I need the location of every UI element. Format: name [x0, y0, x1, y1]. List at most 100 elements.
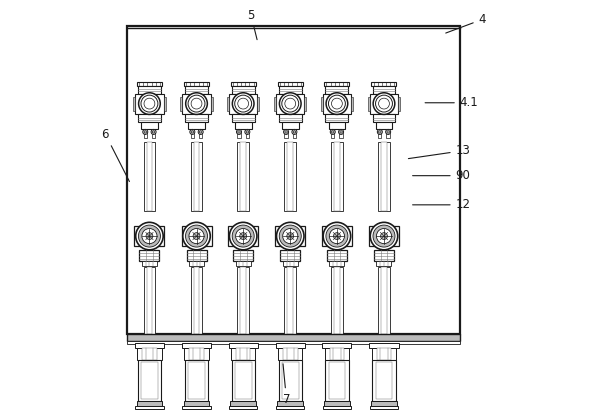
Bar	[147, 143, 153, 211]
Bar	[163, 97, 166, 111]
Circle shape	[379, 98, 390, 109]
Bar	[398, 97, 400, 111]
Circle shape	[143, 130, 148, 135]
Bar	[136, 401, 162, 405]
Bar	[141, 122, 158, 129]
Bar	[326, 115, 349, 122]
Circle shape	[236, 229, 251, 244]
Circle shape	[144, 98, 155, 109]
Bar	[135, 94, 163, 115]
Bar	[371, 82, 397, 86]
Bar	[282, 122, 298, 129]
Bar	[325, 360, 349, 401]
Bar	[137, 82, 162, 86]
Bar	[305, 97, 306, 111]
Circle shape	[191, 131, 194, 133]
Circle shape	[338, 130, 344, 135]
Bar	[322, 226, 352, 247]
Bar	[133, 97, 135, 111]
Circle shape	[373, 225, 395, 247]
Bar	[370, 94, 398, 115]
Circle shape	[183, 222, 210, 250]
Bar	[370, 343, 399, 348]
Bar	[194, 143, 200, 211]
Circle shape	[283, 229, 298, 244]
Circle shape	[188, 95, 205, 112]
Bar	[191, 143, 203, 211]
Bar	[235, 362, 251, 399]
Circle shape	[279, 225, 302, 247]
Bar	[182, 226, 212, 247]
Bar	[372, 348, 396, 360]
Bar	[144, 143, 155, 211]
Circle shape	[236, 130, 242, 135]
Bar	[127, 25, 460, 334]
Bar	[238, 133, 241, 138]
Bar	[378, 133, 382, 138]
Bar	[257, 97, 259, 111]
Circle shape	[229, 222, 257, 250]
Bar	[376, 262, 391, 267]
Bar	[188, 362, 205, 399]
Bar	[189, 348, 204, 360]
Text: 4: 4	[446, 13, 486, 33]
Text: 12: 12	[412, 198, 471, 212]
Text: 5: 5	[247, 9, 257, 40]
Bar	[138, 115, 161, 122]
Bar	[139, 250, 159, 262]
Circle shape	[332, 131, 334, 133]
Bar	[278, 348, 302, 360]
Bar	[180, 97, 182, 111]
Circle shape	[292, 130, 297, 135]
Circle shape	[235, 95, 251, 112]
Circle shape	[330, 130, 335, 135]
Bar	[282, 362, 298, 399]
Bar	[387, 133, 390, 138]
Circle shape	[186, 225, 207, 247]
Bar	[378, 268, 390, 334]
Bar	[280, 250, 300, 262]
Circle shape	[279, 93, 301, 115]
Circle shape	[373, 93, 395, 115]
Bar	[376, 362, 393, 399]
Bar	[373, 115, 396, 122]
Bar	[185, 348, 209, 360]
Circle shape	[285, 98, 295, 109]
Circle shape	[193, 233, 200, 240]
Bar	[377, 348, 391, 360]
Circle shape	[151, 130, 156, 135]
Bar	[240, 268, 246, 334]
Bar	[210, 97, 213, 111]
Bar	[339, 133, 343, 138]
Bar	[141, 362, 158, 399]
Bar	[232, 86, 254, 94]
Bar	[188, 122, 205, 129]
Bar	[194, 268, 200, 334]
Circle shape	[376, 95, 393, 112]
Circle shape	[323, 222, 351, 250]
Bar	[235, 122, 251, 129]
Bar	[370, 405, 398, 409]
Circle shape	[282, 95, 298, 112]
Circle shape	[141, 95, 158, 112]
Circle shape	[283, 130, 289, 135]
Bar	[278, 82, 303, 86]
Circle shape	[377, 130, 382, 135]
Bar	[334, 268, 340, 334]
Bar	[138, 86, 161, 94]
Text: 7: 7	[283, 364, 290, 406]
Circle shape	[238, 131, 240, 133]
Bar	[137, 348, 162, 360]
Text: 6: 6	[101, 127, 130, 181]
Bar	[228, 226, 258, 247]
Bar	[137, 360, 161, 401]
Circle shape	[379, 131, 381, 133]
Bar	[376, 122, 393, 129]
Bar	[238, 268, 249, 334]
Bar	[230, 401, 256, 405]
Bar	[238, 143, 249, 211]
Bar	[135, 405, 163, 409]
Circle shape	[139, 93, 160, 115]
Bar	[275, 226, 305, 247]
Bar	[191, 268, 203, 334]
